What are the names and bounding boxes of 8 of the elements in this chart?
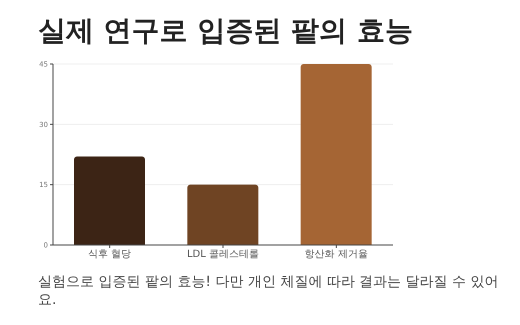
bar [187,184,258,245]
x-tick-label: LDL 콜레스테롤 [186,249,260,260]
text: 실험으로 입증된 팥의 효능! 다만 개인 체질에 따라 결과는 달라질 수 있어요. [38,273,500,309]
bar [300,64,372,245]
bar [74,156,145,245]
x-tick-label: 항산화 제거율 [304,249,368,260]
x-tick-label: 식후 혈당 [88,249,132,260]
chart-title: 실제 연구로 입증된 팥의 효능 [38,13,414,49]
